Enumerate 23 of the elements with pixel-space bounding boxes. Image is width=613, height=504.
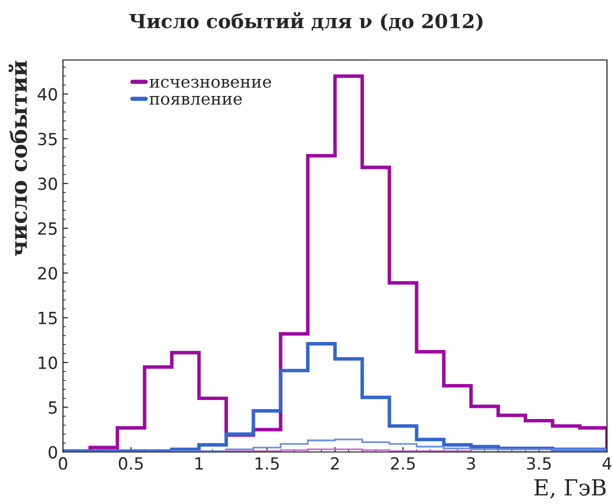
y-tick-label: 30	[38, 177, 58, 190]
x-tick-label: 3	[466, 457, 475, 470]
x-tick-label: 0.5	[118, 457, 143, 470]
legend-label: исчезновение	[150, 78, 272, 88]
y-axis-title: число событий	[8, 60, 28, 256]
y-tick-label: 40	[38, 88, 58, 101]
y-tick-label: 20	[38, 266, 58, 280]
y-tick-label: 15	[38, 312, 57, 324]
x-tick-label: 2.5	[390, 457, 415, 470]
x-tick-label: 1	[196, 457, 203, 470]
legend-label: появление	[150, 96, 242, 105]
chart-title: Число событий для ν (до 2012)	[129, 12, 482, 32]
y-tick-label: 0	[48, 446, 58, 459]
x-axis-title: E, ГэВ	[534, 479, 606, 498]
y-tick-label: 5	[48, 401, 57, 414]
x-tick-label: 4	[602, 457, 612, 470]
x-tick-label: 2	[330, 457, 339, 470]
y-tick-label: 10	[38, 356, 58, 370]
x-tick-label: 1.5	[256, 457, 279, 470]
x-tick-label: 3.5	[527, 457, 551, 470]
y-tick-label: 25	[38, 222, 57, 235]
y-tick-label: 35	[38, 132, 57, 146]
x-tick-label: 0	[58, 457, 68, 470]
